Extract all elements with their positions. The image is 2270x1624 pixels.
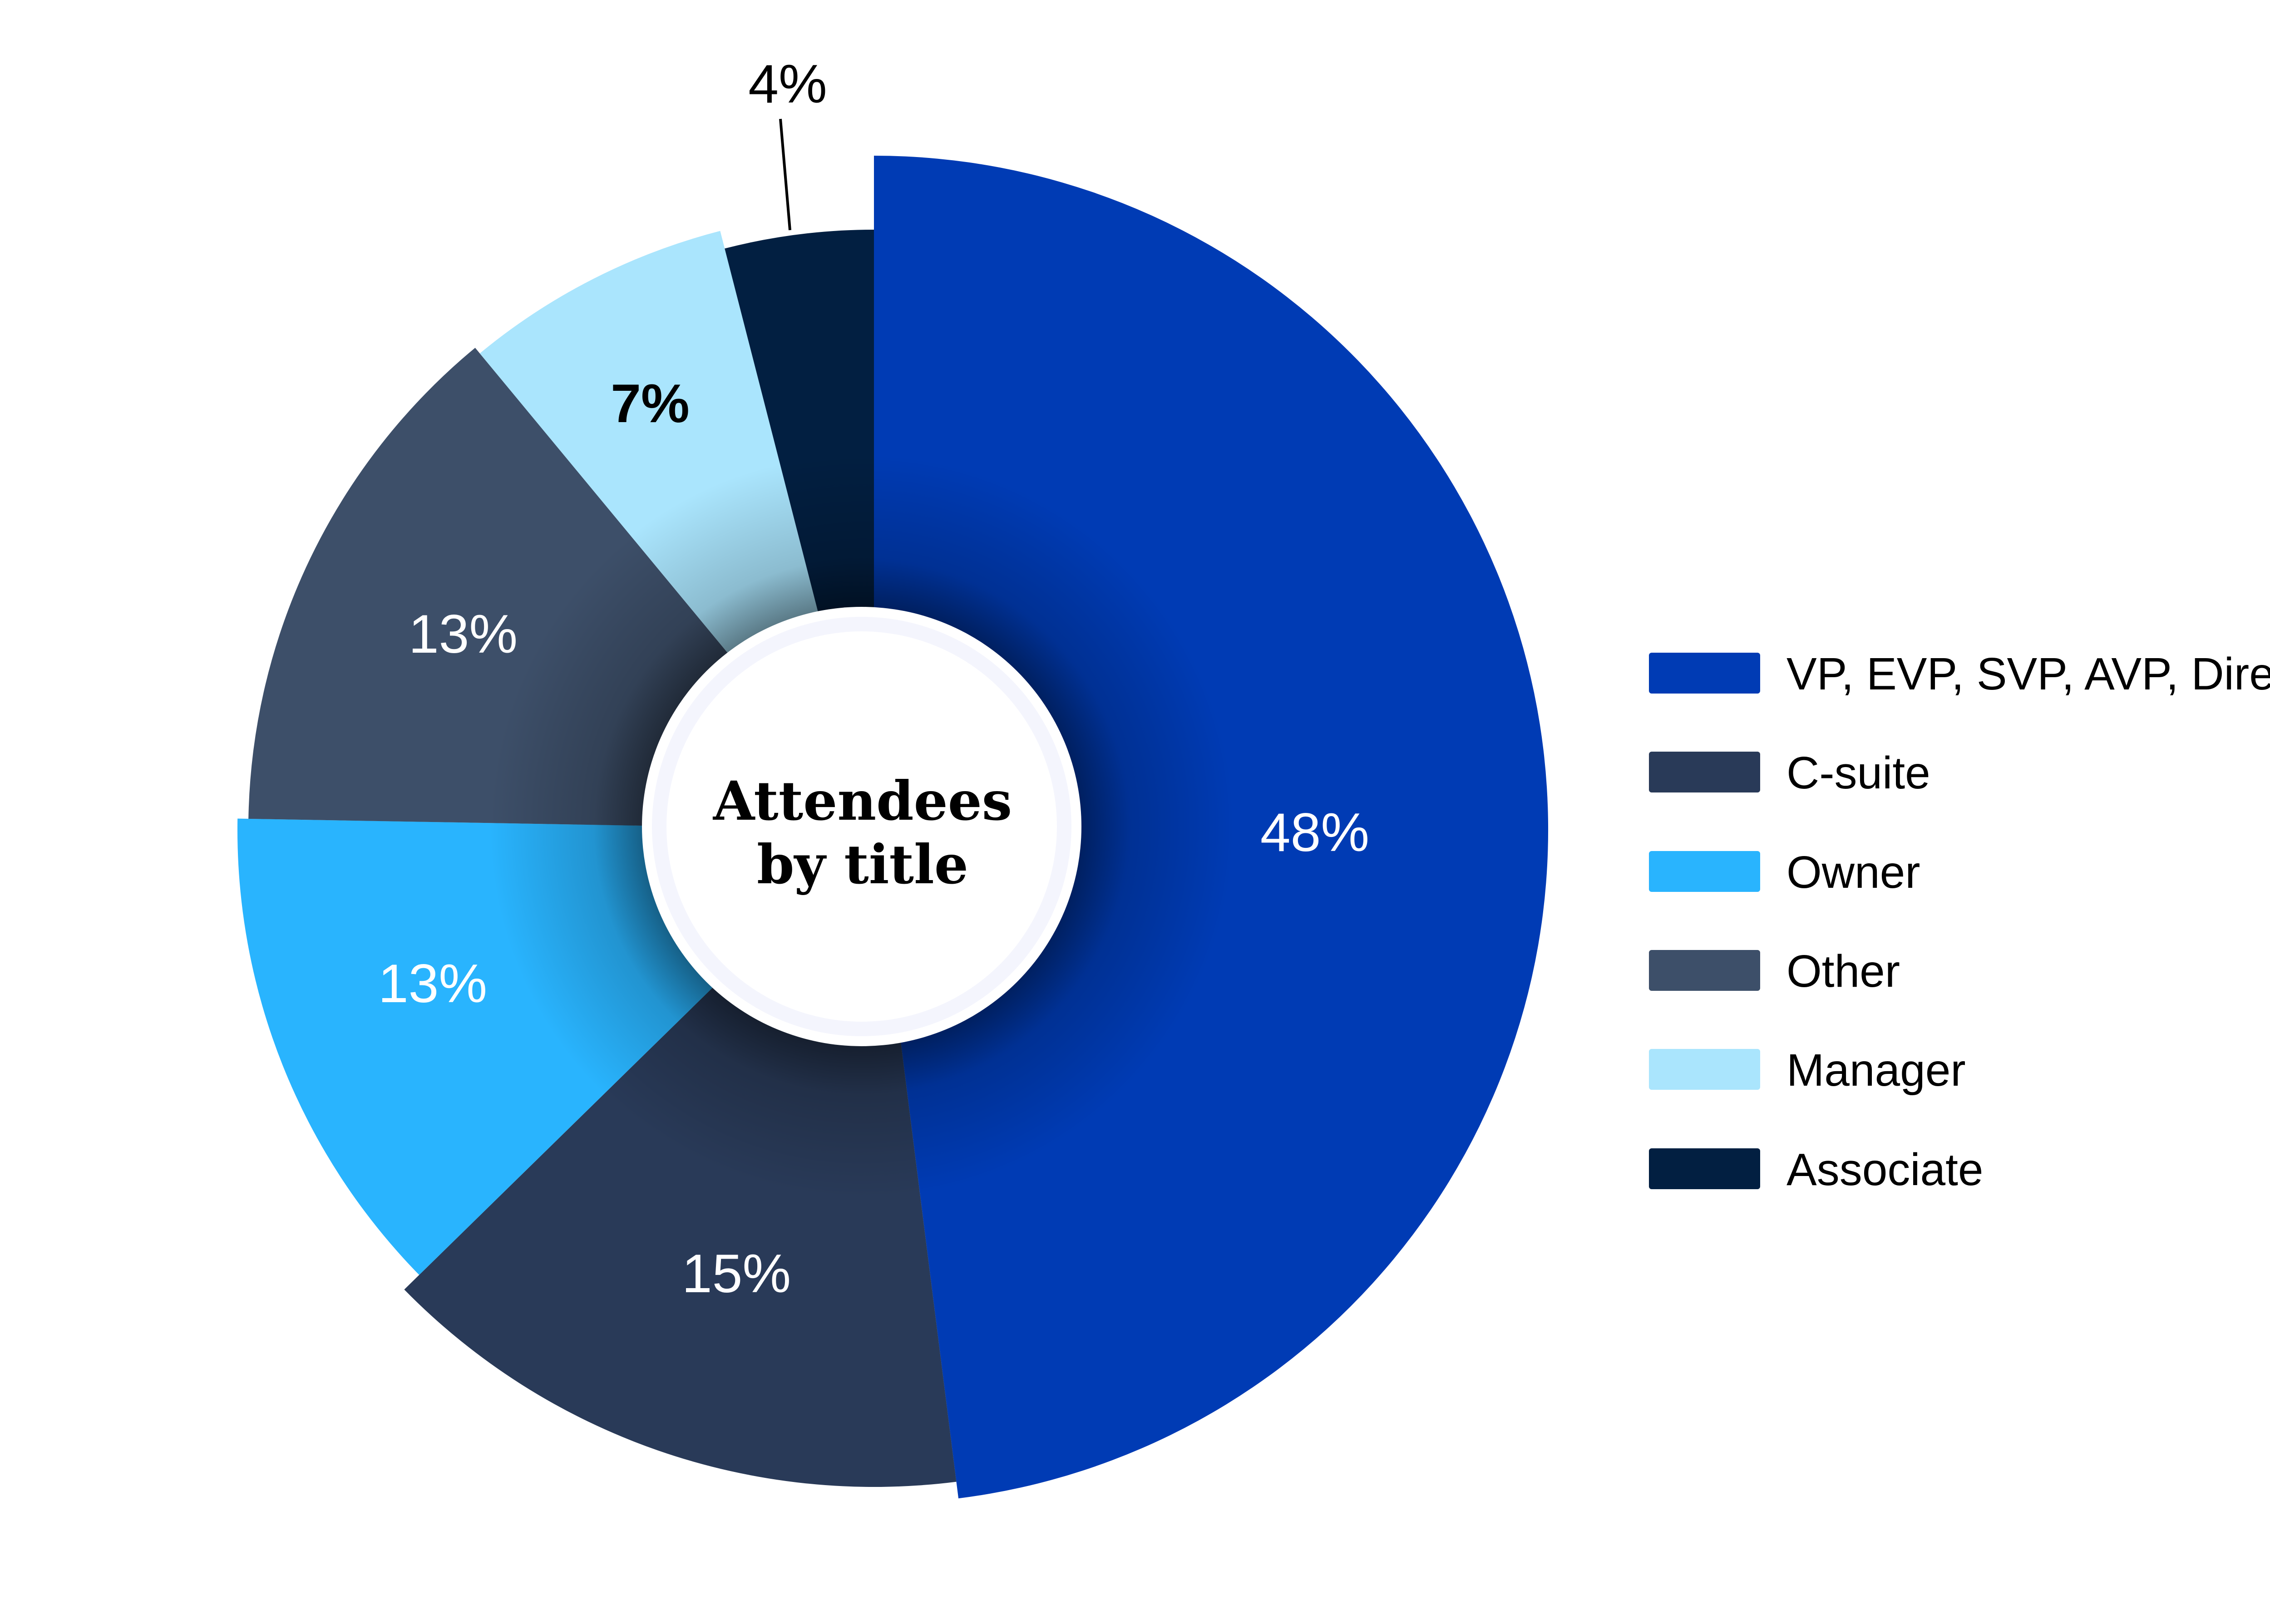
slice-value-label: 13% [409,604,518,664]
leader-line-associate [779,118,791,231]
legend-swatch [1649,653,1760,694]
slice-value-label: 7% [611,373,689,434]
legend-item-owner: Owner [1649,847,1920,898]
legend-item-associate: Associate [1649,1144,1984,1195]
center-title-line2: by title [757,833,968,896]
hole-inner-circle [666,631,1057,1022]
center-hole [642,607,1081,1046]
legend-label: Associate [1786,1144,1984,1195]
center-title-line1: Attendees [713,769,1012,832]
legend-swatch [1649,950,1760,991]
legend-label: VP, EVP, SVP, AVP, Director [1786,649,2270,699]
slice-value-label: 48% [1260,802,1369,863]
slice-labels: 48% 15% 13% 13% 7% 4% [378,54,1369,1304]
slice-value-label: 13% [378,953,487,1014]
legend-swatch [1649,851,1760,892]
legend-item-manager: Manager [1649,1045,1966,1096]
legend-swatch [1649,752,1760,792]
legend-label: Other [1786,946,1900,997]
slice-value-label: 15% [682,1243,791,1304]
legend-label: Manager [1786,1045,1966,1096]
legend-item-c-suite: C-suite [1649,748,1930,798]
legend-swatch [1649,1049,1760,1090]
legend-item-other: Other [1649,946,1900,997]
legend-swatch [1649,1148,1760,1189]
legend-label: C-suite [1786,748,1930,798]
legend-label: Owner [1786,847,1920,898]
slice-value-label: 4% [748,54,827,114]
legend-item-vp-director: VP, EVP, SVP, AVP, Director [1649,649,2270,699]
